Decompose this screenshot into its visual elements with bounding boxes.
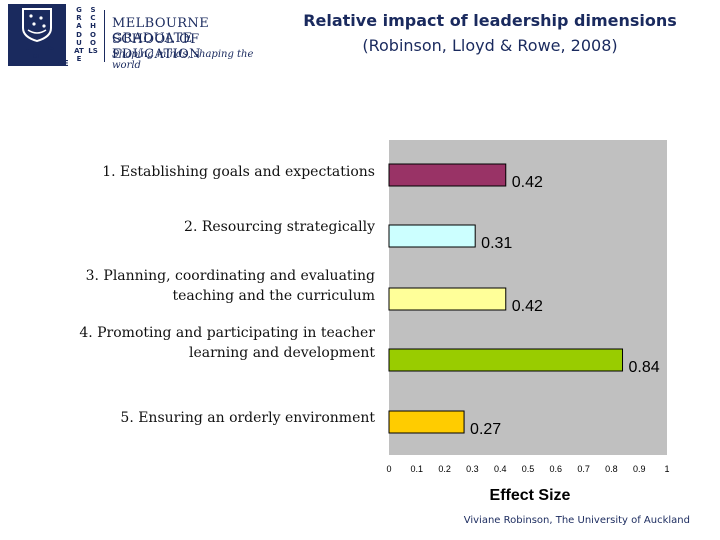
- title-line1: Relative impact of leadership dimensions: [303, 11, 677, 30]
- bar-value-label-3: 0.42: [512, 298, 543, 315]
- crest-text-bottom: MELBOURNE: [10, 59, 69, 68]
- x-tick-label: 0: [386, 464, 391, 474]
- bar-value-label-1: 0.42: [512, 174, 543, 191]
- category-label-line: 3. Planning, coordinating and evaluating: [85, 268, 375, 284]
- logo-divider: [104, 10, 105, 62]
- category-label-5: 5. Ensuring an orderly environment: [120, 408, 375, 428]
- university-logo: THE UNIVERSITY OF MELBOURNE GRADUATE SCH…: [8, 4, 258, 71]
- x-tick-label: 0.8: [605, 464, 618, 474]
- x-tick-label: 0.1: [411, 464, 424, 474]
- bar-5: [388, 410, 465, 434]
- category-label-2: 2. Resourcing strategically: [184, 217, 375, 237]
- logo-tagline: Shaping minds, shaping the world: [112, 49, 254, 71]
- bar-3: [388, 287, 507, 311]
- crest-text-top: THE UNIVERSITY OF: [10, 44, 64, 60]
- bar-value-label-4: 0.84: [629, 359, 660, 376]
- category-label-3: 3. Planning, coordinating and evaluating…: [86, 266, 375, 306]
- title-line2: (Robinson, Lloyd & Rowe, 2008): [362, 36, 618, 55]
- bar-1: [388, 163, 507, 187]
- slide-title: Relative impact of leadership dimensions…: [270, 8, 710, 58]
- bar-value-label-2: 0.31: [481, 235, 512, 252]
- credit-text: Viviane Robinson, The University of Auck…: [463, 515, 690, 526]
- bar-2: [388, 224, 476, 248]
- x-tick-label: 0.3: [466, 464, 479, 474]
- category-label-line: learning and development: [188, 345, 375, 361]
- x-tick-label: 0.6: [550, 464, 563, 474]
- bar-4: [388, 348, 624, 372]
- x-tick-label: 0.4: [494, 464, 507, 474]
- x-tick-label: 0.5: [522, 464, 535, 474]
- category-label-line: 1. Establishing goals and expectations: [102, 164, 375, 180]
- category-label-4: 4. Promoting and participating in teache…: [79, 323, 375, 363]
- logo-line2: SCHOOL OF EDUCATION: [112, 32, 201, 62]
- category-label-line: 5. Ensuring an orderly environment: [120, 410, 375, 426]
- vertical-schools: SCHOOLS: [88, 6, 98, 56]
- x-tick-label: 0.9: [633, 464, 646, 474]
- logo-line1: MELBOURNE GRADUATE: [112, 16, 210, 46]
- bar-value-label-5: 0.27: [470, 421, 501, 438]
- category-label-line: 2. Resourcing strategically: [184, 219, 375, 235]
- x-tick-label: 0.7: [577, 464, 590, 474]
- crest-icon: [8, 4, 66, 66]
- category-label-line: 4. Promoting and participating in teache…: [79, 325, 375, 341]
- category-label-line: teaching and the curriculum: [172, 288, 375, 304]
- x-tick-label: 0.2: [438, 464, 451, 474]
- vertical-graduate: GRADUATE: [74, 6, 84, 64]
- x-axis-label: Effect Size: [490, 487, 571, 504]
- crest-caption: THE UNIVERSITY OF MELBOURNE: [10, 44, 69, 68]
- x-tick-label: 1: [664, 464, 669, 474]
- category-label-1: 1. Establishing goals and expectations: [102, 162, 375, 182]
